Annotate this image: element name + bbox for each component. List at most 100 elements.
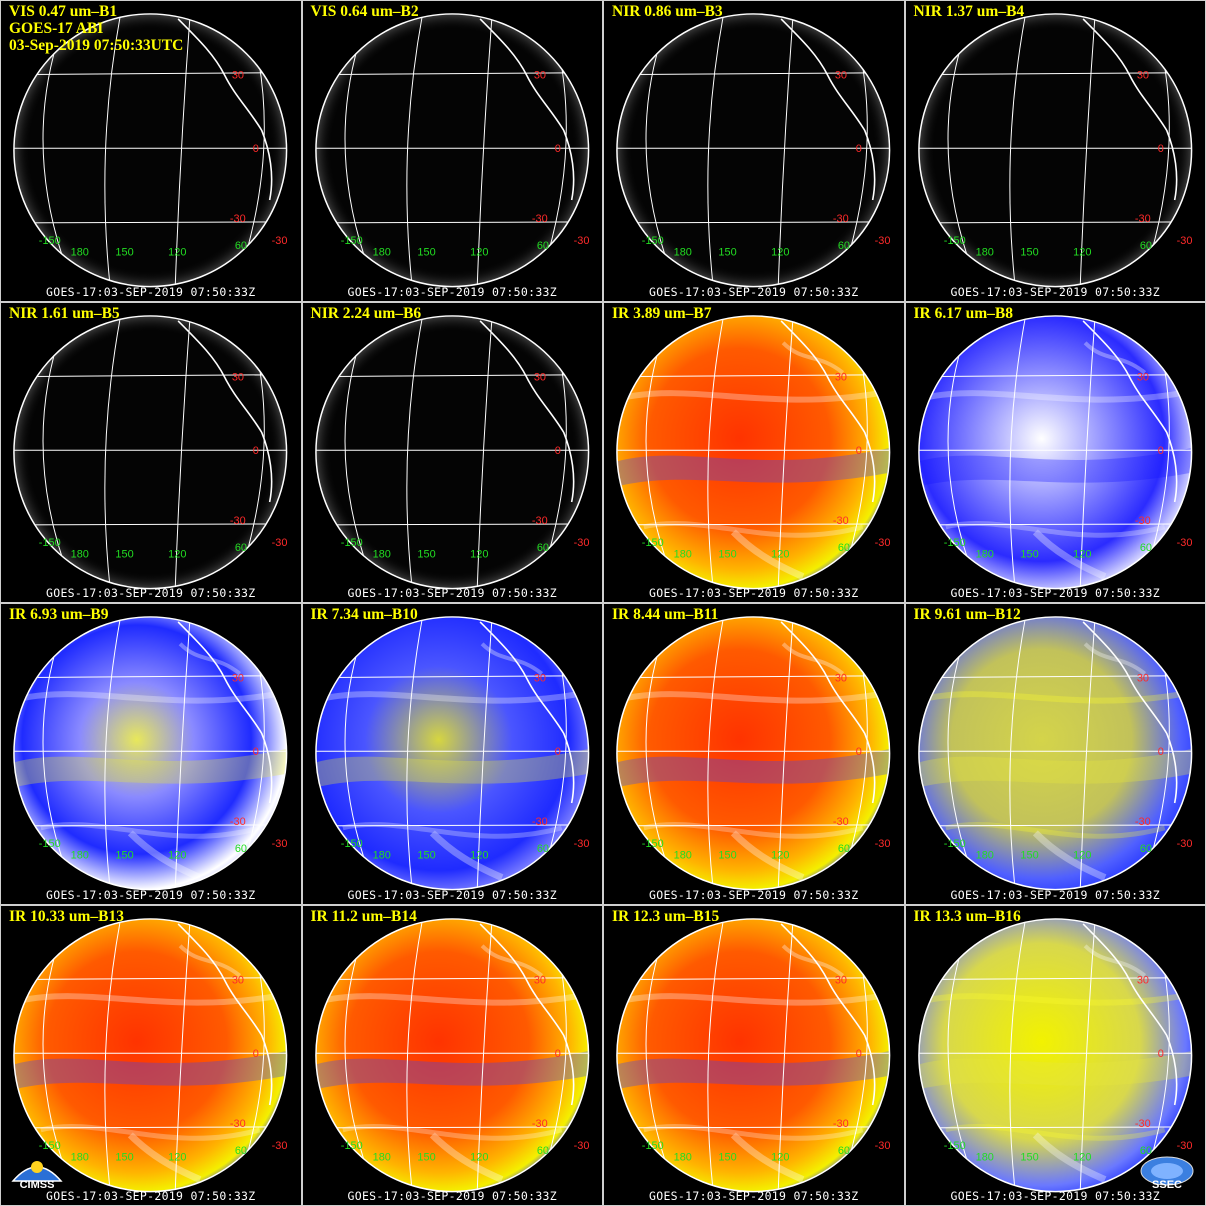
band-panel-5: 30 0 -30 -30 -150 180 150 120 60 NIR 1.61 um–B5 … [0, 301, 302, 603]
band-name: IR 10.33 um–B13 [9, 907, 124, 925]
latitude-label: -30 [1176, 838, 1192, 850]
band-name: IR 8.44 um–B11 [612, 606, 719, 623]
longitude-label: 180 [372, 247, 390, 259]
earth-disk-image: 30 0 -30 -30 -150 180 150 120 60 [616, 616, 890, 891]
disk-outline [616, 917, 891, 1192]
latitude-label: 30 [232, 673, 244, 685]
longitude-label: 150 [115, 247, 133, 259]
latitude-label: 0 [253, 445, 259, 457]
longitude-label: 180 [71, 247, 89, 259]
latitude-label: -30 [1134, 816, 1150, 828]
latitude-label: -30 [1176, 536, 1192, 548]
cimss-logo-text: CIMSS [19, 1179, 55, 1191]
latitude-label: 30 [232, 974, 244, 986]
longitude-label: 180 [674, 850, 692, 862]
timestamp-footer: GOES-17:03-SEP-2019 07:50:33Z [46, 586, 256, 600]
latitude-label: -30 [833, 213, 849, 225]
graticule [918, 14, 1192, 287]
longitude-label: 150 [417, 1151, 435, 1163]
longitude-label: 180 [71, 548, 89, 560]
latitude-label: -30 [531, 514, 547, 526]
longitude-label: 150 [718, 548, 736, 560]
latitude-label: 0 [856, 143, 862, 155]
band-title: IR 12.3 um–B15 [612, 908, 719, 925]
earth-disk [616, 616, 890, 890]
band-title: NIR 0.86 um–B3 [612, 3, 723, 20]
band-title: IR 13.3 um–B16 [914, 908, 1021, 925]
longitude-label: 120 [771, 548, 789, 560]
band-title: IR 6.93 um–B9 [9, 606, 108, 623]
band-name: IR 12.3 um–B15 [612, 907, 720, 925]
band-panel-11: 30 0 -30 -30 -150 180 150 120 60 IR 8.44 um–B11 … [603, 603, 905, 905]
latitude-label: 30 [1136, 70, 1148, 82]
timestamp-footer: GOES-17:03-SEP-2019 07:50:33Z [347, 284, 557, 299]
band-title: NIR 1.37 um–B4 [914, 3, 1025, 20]
earth-disk-image: 30 0 -30 -30 -150 180 150 120 60 [314, 616, 589, 891]
latitude-label: 30 [533, 70, 545, 82]
disk-outline [13, 917, 288, 1192]
latitude-label: -30 [875, 235, 891, 247]
longitude-label: -150 [39, 838, 61, 850]
earth-disk [918, 918, 1192, 1192]
longitude-label: 150 [115, 548, 133, 560]
latitude-label: -30 [875, 1139, 891, 1151]
latitude-label: 0 [1157, 143, 1163, 155]
longitude-label: 60 [536, 240, 548, 252]
latitude-label: -30 [531, 816, 547, 828]
latitude-label: -30 [230, 816, 246, 828]
longitude-label: 120 [1073, 850, 1091, 862]
longitude-label: 150 [1020, 548, 1038, 560]
band-name: VIS 0.47 um–B1 [9, 3, 118, 20]
band-title: IR 11.2 um–B14 [311, 908, 417, 925]
band-panel-12: 30 0 -30 -30 -150 180 150 120 60 IR 9.61 um–B12 … [904, 603, 1206, 905]
timestamp-footer: GOES-17:03-SEP-2019 07:50:33Z [347, 586, 557, 600]
timestamp-footer: GOES-17:03-SEP-2019 07:50:33Z [46, 284, 256, 299]
latitude-label: 30 [835, 70, 847, 82]
disk-outline [314, 13, 589, 288]
band-panel-13: 30 0 -30 -30 -150 180 150 120 60 IR 10.33 um–B13… [0, 904, 302, 1206]
band-title: IR 7.34 um–B10 [311, 606, 418, 623]
disk-outline [917, 13, 1192, 288]
band-name: IR 3.89 um–B7 [612, 304, 712, 322]
latitude-label: 30 [1136, 673, 1148, 685]
timestamp-footer: GOES-17:03-SEP-2019 07:50:33Z [347, 887, 557, 902]
latitude-label: 0 [253, 746, 259, 758]
earth-disk-image: 30 0 -30 -30 -150 180 150 120 60 [616, 13, 891, 288]
cimss-logo: CIMSS [7, 1151, 67, 1193]
timestamp-footer: GOES-17:03-SEP-2019 07:50:33Z [950, 887, 1160, 902]
longitude-label: 60 [235, 240, 247, 252]
band-name: NIR 0.86 um–B3 [612, 3, 723, 20]
latitude-label: -30 [272, 235, 288, 247]
longitude-label: 60 [838, 1144, 850, 1156]
longitude-label: 180 [372, 850, 390, 862]
longitude-label: 60 [838, 541, 850, 553]
longitude-label: 150 [718, 850, 736, 862]
earth-disk-image: 30 0 -30 -30 -150 180 150 120 60 [314, 13, 589, 288]
longitude-label: 180 [975, 1151, 993, 1163]
latitude-label: -30 [875, 536, 891, 548]
latitude-label: 0 [554, 445, 560, 457]
latitude-label: 0 [554, 143, 560, 155]
disk-outline [616, 314, 891, 589]
timestamp-footer: GOES-17:03-SEP-2019 07:50:33Z [649, 284, 859, 299]
earth-disk-image: 30 0 -30 -30 -150 180 150 120 60 [13, 314, 287, 589]
longitude-label: 120 [470, 850, 488, 862]
longitude-label: 120 [470, 1151, 488, 1163]
longitude-label: 180 [674, 1151, 692, 1163]
longitude-label: 120 [470, 247, 488, 259]
disk-outline [314, 917, 589, 1192]
disk-outline [917, 314, 1192, 589]
band-name: IR 7.34 um–B10 [310, 606, 418, 623]
longitude-label: 180 [372, 548, 390, 560]
longitude-label: 150 [718, 1151, 736, 1163]
longitude-label: 120 [470, 548, 488, 560]
longitude-label: -150 [943, 1139, 965, 1151]
longitude-label: 150 [718, 247, 736, 259]
earth-disk [918, 315, 1192, 589]
longitude-label: 180 [674, 247, 692, 259]
band-name: VIS 0.64 um–B2 [310, 3, 419, 20]
timestamp-footer: GOES-17:03-SEP-2019 07:50:33Z [649, 887, 859, 902]
longitude-label: 150 [115, 850, 133, 862]
latitude-label: 0 [554, 1048, 560, 1060]
